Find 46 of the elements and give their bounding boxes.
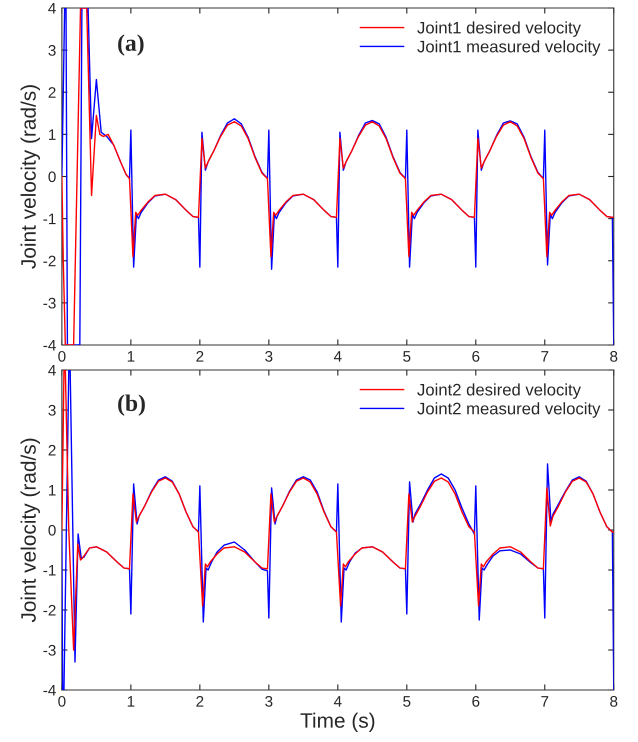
legend-label: Joint1 desired velocity <box>417 21 581 37</box>
x-tick-label: 7 <box>541 696 548 707</box>
x-tick-label: 1 <box>128 696 134 707</box>
line-series <box>62 8 614 345</box>
y-tick-label: 0 <box>48 171 56 182</box>
x-tick-label: 1 <box>128 351 134 362</box>
annotation: (b) <box>118 394 145 416</box>
x-tick-label: 6 <box>472 696 480 707</box>
y-tick-label: 1 <box>49 129 56 140</box>
y-tick-label: 3 <box>48 44 56 56</box>
x-tick-label: 2 <box>196 696 204 707</box>
y-axis-title: Joint velocity (rad/s) <box>20 438 40 622</box>
y-tick-label: 4 <box>48 3 56 14</box>
y-tick-label: -3 <box>43 298 56 309</box>
x-axis-title: Time (s) <box>300 712 374 732</box>
x-tick-label: 4 <box>334 696 342 707</box>
y-tick-label: -4 <box>43 685 56 696</box>
x-tick-label: 3 <box>265 350 272 362</box>
y-tick-label: -4 <box>43 340 56 351</box>
y-tick-label: 2 <box>48 87 56 98</box>
y-tick-label: -2 <box>43 604 56 616</box>
x-tick-label: 3 <box>265 696 272 707</box>
y-tick-label: 1 <box>49 485 56 496</box>
y-tick-label: -1 <box>43 214 56 224</box>
y-tick-label: 0 <box>48 524 56 536</box>
x-tick-label: 0 <box>58 696 66 707</box>
y-tick-label: -3 <box>43 644 56 656</box>
y-tick-label: -1 <box>43 565 56 576</box>
x-tick-label: 2 <box>196 350 204 362</box>
y-tick-label: 3 <box>48 404 56 416</box>
y-tick-label: 4 <box>48 365 56 376</box>
legend-label: Joint1 measured velocity <box>417 40 600 56</box>
x-tick-label: 8 <box>610 350 618 362</box>
x-tick-label: 5 <box>403 696 410 707</box>
legend-label: Joint2 desired velocity <box>417 383 581 399</box>
x-tick-label: 5 <box>403 351 410 362</box>
y-axis-title: Joint velocity (rad/s) <box>20 85 40 269</box>
x-tick-label: 8 <box>610 696 618 707</box>
legend-label: Joint2 measured velocity <box>417 402 600 418</box>
y-tick-label: 2 <box>48 444 56 456</box>
x-tick-label: 6 <box>472 350 480 362</box>
y-tick-label: -2 <box>43 256 56 266</box>
x-tick-label: 0 <box>58 350 66 362</box>
annotation: (a) <box>118 34 144 56</box>
x-tick-label: 4 <box>334 351 342 362</box>
x-tick-label: 7 <box>541 351 548 362</box>
